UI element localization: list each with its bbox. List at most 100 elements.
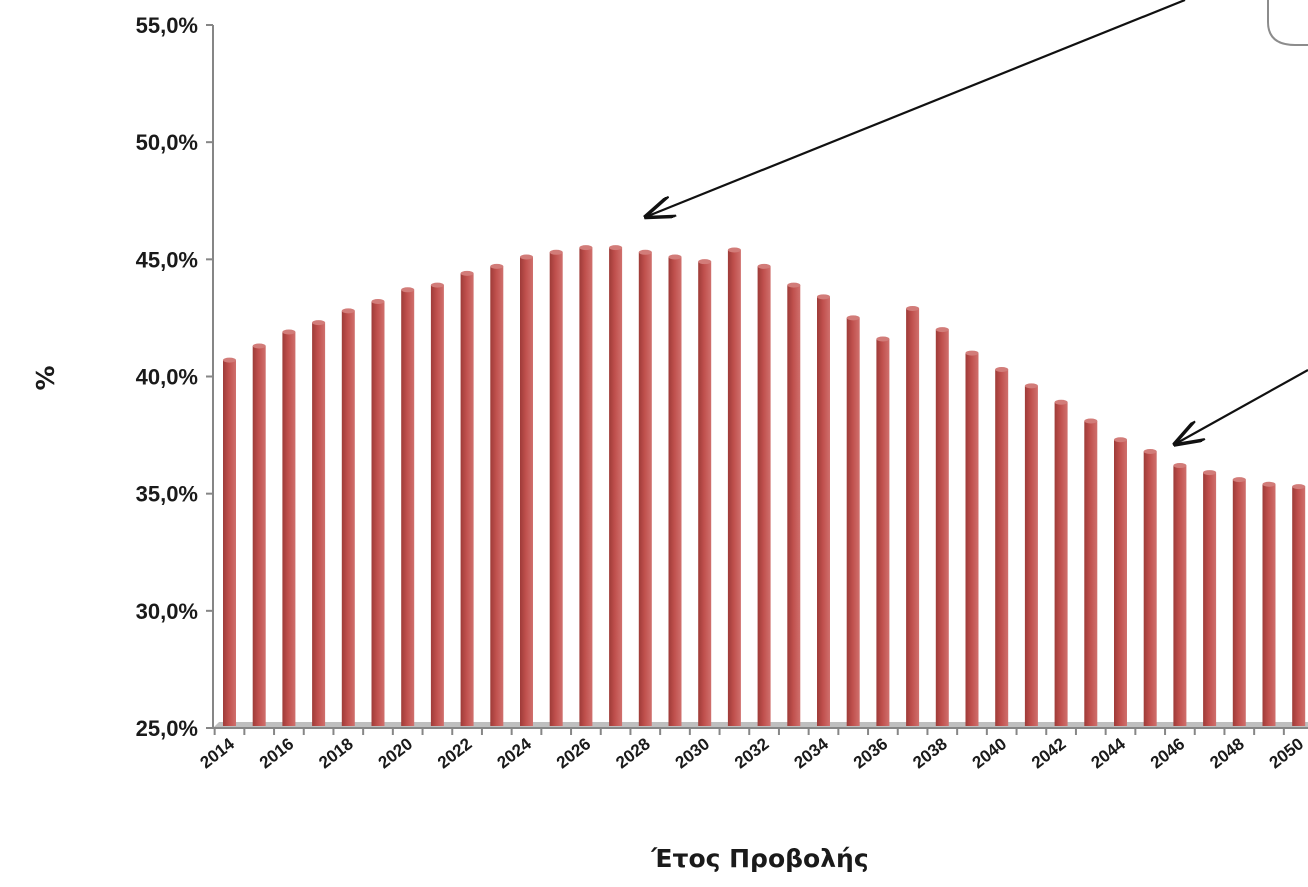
- bar-body: [757, 266, 771, 726]
- bar-2033: [787, 282, 801, 726]
- bar-body: [846, 317, 860, 726]
- bar-body: [668, 256, 682, 726]
- y-tick-label: 45,0%: [136, 247, 198, 272]
- bar-body: [787, 285, 801, 726]
- bar-2047: [1203, 470, 1217, 726]
- bar-body: [282, 331, 296, 726]
- bar-2032: [757, 263, 771, 726]
- bar-2050: [1292, 484, 1306, 726]
- bar-2028: [638, 249, 652, 726]
- bar-2024: [520, 254, 533, 726]
- bar-cap: [965, 350, 979, 356]
- bar-2048: [1232, 477, 1246, 726]
- bar-2042: [1054, 399, 1068, 726]
- bar-2046: [1173, 463, 1187, 726]
- bar-2026: [579, 245, 593, 726]
- bar-body: [223, 360, 236, 726]
- bar-body: [1143, 451, 1157, 726]
- bar-2020: [401, 287, 415, 726]
- bar-2025: [549, 249, 563, 726]
- x-tick-label: 2046: [1147, 734, 1189, 772]
- bar-body: [490, 266, 504, 726]
- bar-cap: [609, 245, 623, 251]
- bar-cap: [638, 249, 652, 255]
- y-tick-label: 55,0%: [136, 13, 198, 38]
- bar-cap: [223, 357, 236, 363]
- bar-cap: [1114, 437, 1127, 443]
- bar-body: [817, 296, 830, 726]
- bar-body: [430, 285, 444, 726]
- bar-body: [1232, 479, 1246, 726]
- annotation-arrow-2046: [1177, 369, 1308, 443]
- bar-cap: [460, 270, 474, 276]
- bar-2016: [282, 329, 296, 726]
- bar-2021: [430, 282, 444, 726]
- bar-2027: [609, 245, 623, 726]
- bar-body: [965, 353, 979, 726]
- bar-cap: [549, 249, 563, 255]
- bar-2014: [223, 357, 236, 726]
- bar-body: [1173, 465, 1187, 726]
- y-tick-label: 50,0%: [136, 130, 198, 155]
- bar-2039: [965, 350, 979, 726]
- bar-2041: [1024, 383, 1038, 726]
- bar-body: [698, 261, 712, 726]
- bar-cap: [1084, 418, 1098, 424]
- bar-2034: [817, 294, 830, 726]
- bar-body: [906, 308, 920, 726]
- y-tick-label: 40,0%: [136, 365, 198, 390]
- bar-body: [371, 301, 385, 726]
- bar-body: [252, 346, 266, 726]
- bar-2017: [312, 320, 326, 726]
- bar-2038: [935, 327, 949, 726]
- x-tick-label: 2020: [375, 734, 417, 772]
- bar-cap: [787, 282, 801, 288]
- x-tick-label: 2044: [1087, 734, 1129, 773]
- bar-cap: [817, 294, 830, 300]
- bar-cap: [579, 245, 593, 251]
- bar-cap: [1024, 383, 1038, 389]
- bar-cap: [371, 299, 385, 305]
- bar-cap: [698, 259, 712, 265]
- x-tick-label: 2032: [731, 734, 773, 772]
- x-tick-label: 2042: [1028, 734, 1070, 772]
- bar-body: [401, 289, 415, 726]
- bar-cap: [1203, 470, 1217, 476]
- bar-2036: [876, 336, 890, 726]
- bar-2035: [846, 315, 860, 726]
- y-tick-label: 25,0%: [136, 716, 198, 741]
- bar-cap: [252, 343, 266, 349]
- bar-body: [1203, 472, 1217, 726]
- bar-cap: [668, 254, 682, 260]
- bar-2030: [698, 259, 712, 726]
- bar-cap: [341, 308, 355, 314]
- x-tick-label: 2034: [790, 734, 832, 773]
- x-tick-label: 2030: [672, 734, 714, 772]
- bar-body: [609, 247, 623, 726]
- x-tick-label: 2038: [909, 734, 951, 772]
- bar-2022: [460, 270, 474, 726]
- x-tick-label: 2048: [1206, 734, 1248, 772]
- y-tick-label: 35,0%: [136, 482, 198, 507]
- bar-cap: [995, 366, 1009, 372]
- x-tick-label: 2024: [493, 734, 535, 773]
- bar-2018: [341, 308, 355, 726]
- bar-body: [995, 369, 1009, 726]
- bar-cap: [906, 306, 920, 312]
- bar-cap: [935, 327, 949, 333]
- bar-2031: [727, 247, 741, 726]
- x-tick-label: 2016: [256, 734, 298, 772]
- bar-body: [876, 339, 890, 726]
- bar-2045: [1143, 448, 1157, 726]
- bar-2044: [1114, 437, 1127, 726]
- bar-body: [341, 310, 355, 726]
- bar-body: [1054, 402, 1068, 726]
- bar-cap: [1054, 399, 1068, 405]
- bar-body: [520, 256, 533, 726]
- y-tick-label: 30,0%: [136, 599, 198, 624]
- bar-body: [638, 252, 652, 726]
- bar-cap: [401, 287, 415, 293]
- bar-body: [935, 329, 949, 726]
- x-axis-title: Έτος Προβολής: [650, 844, 868, 873]
